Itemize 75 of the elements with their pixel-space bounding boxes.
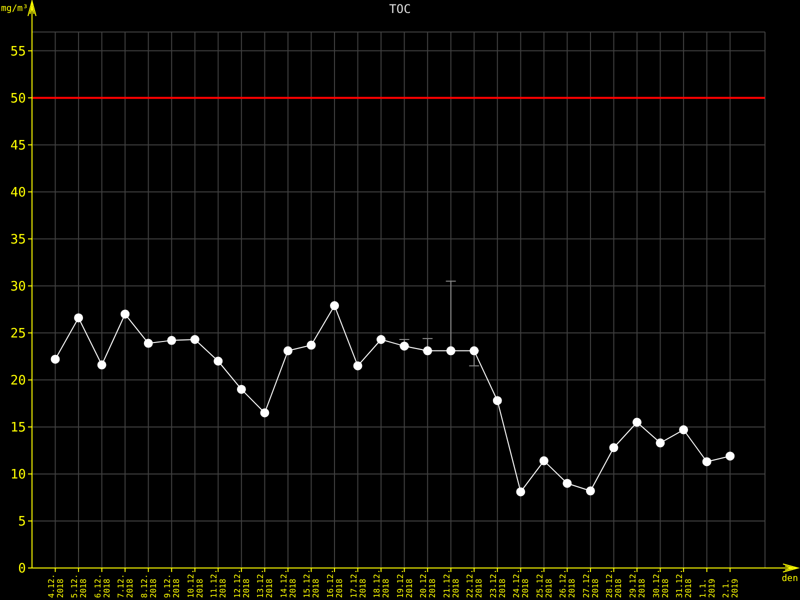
point [260,408,270,418]
x-tick-label: 10.12. 2018 [186,569,204,598]
x-tick-label: 26.12. 2018 [558,569,577,598]
x-tick-label: 31.12. 2018 [675,569,694,598]
chart-title: TOC [389,2,411,16]
point [609,443,618,452]
point [562,478,572,488]
y-tick-label: 50 [10,91,26,106]
point [74,313,84,322]
y-tick-label: 35 [10,232,26,248]
y-tick-label: 20 [10,374,26,389]
point [702,457,712,466]
x-tick-label: 13.12. 2018 [256,569,274,598]
point [306,340,316,350]
point [190,334,200,344]
point [376,334,386,344]
y-tick-label: 10 [10,468,26,483]
y-tick-label: 30 [10,280,26,295]
x-tick-label: 22.12. 2018 [466,569,484,598]
x-tick-label: 27.12. 2018 [582,569,600,598]
y-tick-label: 55 [10,44,26,60]
point [516,487,526,496]
x-tick-label: 1.1. 2019 [698,578,716,598]
point [400,342,409,351]
point [283,346,292,356]
point [632,418,642,427]
x-tick-label: 17.12. 2018 [349,569,368,598]
point [236,384,246,394]
point [167,336,176,345]
point [214,356,223,366]
x-tick-label: 6.12. 2018 [93,574,112,598]
x-tick-label: 12.12. 2018 [232,569,251,598]
point [330,301,340,310]
y-tick-label: 15 [10,420,26,436]
x-tick-label: 7.12. 2018 [116,574,135,598]
point [446,346,456,356]
x-tick-label: 8.12. 2018 [140,574,158,598]
x-tick-label: 18.12. 2018 [372,569,391,598]
x-tick-label: 5.12. 2018 [70,574,88,598]
point [586,486,595,496]
x-tick-label: 16.12. 2018 [326,569,344,598]
x-tick-label: 14.12. 2018 [279,569,298,598]
x-tick-label: 11.12. 2018 [210,569,228,598]
point [50,354,60,364]
x-tick-label: 30.12. 2018 [652,569,670,598]
x-tick-label: 29.12. 2018 [628,569,647,598]
x-tick-label: 20.12. 2018 [419,569,438,598]
x-tick-label: 15.12. 2018 [302,569,321,598]
point [423,346,432,356]
x-tick-label: 21.12. 2018 [442,569,460,598]
x-tick-label: 25.12. 2018 [535,569,554,598]
point [656,438,665,448]
x-tick-label: 4.12. 2018 [46,574,65,598]
x-tick-label: 24.12. 2018 [512,569,530,598]
y-axis-title: mg/m³ [1,4,28,14]
x-tick-label: 2.1. 2019 [722,578,740,598]
x-tick-label: 19.12. 2018 [396,569,414,598]
point [97,360,106,370]
y-tick-label: 40 [10,185,26,200]
y-tick-label: 45 [10,138,26,154]
y-tick-label: 0 [18,562,26,577]
x-tick-label: 9.12. 2018 [163,574,182,598]
point [539,456,548,466]
point [144,338,153,348]
point [120,310,130,319]
point [353,361,362,370]
point [492,396,502,406]
y-tick-label: 25 [10,326,26,342]
x-axis-title: den [782,574,798,584]
x-tick-label: 28.12. 2018 [605,569,624,598]
y-tick-label: 5 [18,514,26,530]
point [679,425,688,434]
point [470,346,479,356]
x-tick-label: 23.12. 2018 [488,569,507,598]
point [726,452,735,461]
